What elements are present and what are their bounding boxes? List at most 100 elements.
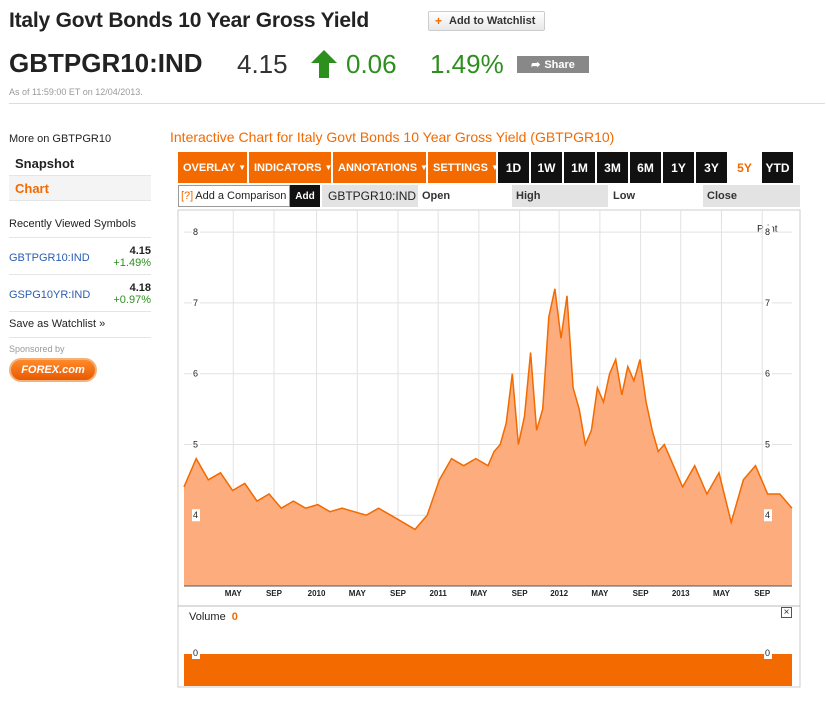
save-as-watchlist-link[interactable]: Save as Watchlist » [9,312,151,338]
settings-menu[interactable]: SETTINGS ▼ [428,152,499,183]
volume-tick-label: 0 [765,648,770,658]
volume-value: 0 [231,611,238,623]
add-to-watchlist-button[interactable]: + Add to Watchlist [428,11,546,31]
recent-symbol-name[interactable]: GBTPGR10:IND [9,252,90,264]
add-comparison-button[interactable]: Add [290,185,320,207]
x-tick-label: 2013 [672,589,690,598]
price-change: 0.06 [346,49,397,79]
x-tick-label: MAY [713,589,731,598]
ticker-symbol: GBTPGR10:IND [9,48,203,78]
y-tick-bg [192,438,200,451]
dropdown-icon: ▼ [324,163,333,172]
chart-title: Interactive Chart for Italy Govt Bonds 1… [170,129,615,145]
recent-symbol-change: +0.97% [113,294,151,306]
y-tick-label-left: 6 [193,369,198,379]
x-tick-label: MAY [349,589,367,598]
range-1d-button[interactable]: 1D [498,152,529,183]
chart-frame [177,209,801,688]
as-of-timestamp: As of 11:59:00 ET on 12/04/2013. [9,87,143,97]
range-3y-button[interactable]: 3Y [696,152,727,183]
more-on-heading: More on GBTPGR10 [9,133,112,145]
x-tick-label: SEP [390,589,407,598]
range-1w-button[interactable]: 1W [531,152,562,183]
dropdown-icon: ▼ [420,163,428,172]
range-1m-button[interactable]: 1M [564,152,595,183]
y-tick-bg [764,367,772,380]
overlay-menu[interactable]: OVERLAY ▼ [178,152,247,183]
settings-menu-label: SETTINGS [433,161,489,174]
last-price: 4.15 [237,49,288,79]
y-tick-bg [192,226,200,239]
annotations-menu[interactable]: ANNOTATIONS ▼ [333,152,428,183]
chart-grid [184,210,792,586]
symbol-label: GBTPGR10:IND [322,185,418,207]
chart-toolbar: OVERLAY ▼ INDICATORS ▼ ANNOTATIONS ▼ SETTIN… [178,152,793,183]
x-tick-label: 2010 [308,589,326,598]
range-1y-button[interactable]: 1Y [663,152,694,183]
print-link[interactable]: Print [757,224,778,235]
sponsored-by-label: Sponsored by [9,344,65,354]
high-field: High [512,185,608,207]
range-5y-button[interactable]: 5Y [729,152,760,183]
range-3m-button[interactable]: 3M [597,152,628,183]
x-tick-label: SEP [633,589,650,598]
y-tick-label-left: 7 [193,298,198,308]
volume-tick-bg [764,647,772,659]
comparison-placeholder: Add a Comparison [195,190,287,202]
y-tick-label-right: 5 [765,439,770,449]
y-tick-bg [764,509,772,522]
x-tick-label: 2012 [550,589,568,598]
page-title: Italy Govt Bonds 10 Year Gross Yield [9,9,370,32]
volume-bar [184,654,792,686]
y-tick-label-right: 4 [765,510,770,520]
y-tick-label-left: 4 [193,510,198,520]
up-arrow-icon [311,50,337,78]
volume-label: Volume 0 [189,611,238,623]
close-volume-icon[interactable]: × [781,607,792,618]
x-tick-label: MAY [225,589,243,598]
share-button[interactable]: ➦ Share [517,56,589,73]
y-tick-label-right: 6 [765,369,770,379]
y-tick-bg [192,296,200,309]
recent-symbol-name[interactable]: GSPG10YR:IND [9,289,91,301]
recently-viewed-heading: Recently Viewed Symbols [9,218,151,238]
volume-tick-label: 0 [193,648,198,658]
help-icon[interactable]: [?] [181,190,194,202]
x-tick-label: 2011 [429,589,447,598]
open-field: Open [422,190,451,202]
recent-symbol-row[interactable]: GSPG10YR:IND 4.18 +0.97% [9,275,151,312]
range-ytd-button[interactable]: YTD [762,152,793,183]
forex-logo[interactable]: FOREX.com [9,358,97,382]
recent-symbol-row[interactable]: GBTPGR10:IND 4.15 +1.49% [9,238,151,275]
price-change-percent: 1.49% [430,49,504,79]
recent-symbol-value: 4.18 [129,282,151,294]
add-to-watchlist-label: Add to Watchlist [449,15,536,27]
x-tick-label: MAY [470,589,488,598]
overlay-menu-label: OVERLAY [183,161,236,174]
sidebar-item-chart[interactable]: Chart [9,176,151,201]
sidebar: More on GBTPGR10 Snapshot Chart Recently… [9,133,151,382]
share-label: Share [544,58,575,71]
y-tick-bg [764,296,772,309]
close-field: Close [703,185,800,207]
volume-label-text: Volume [189,611,226,623]
x-tick-label: SEP [512,589,529,598]
low-field: Low [613,190,635,202]
y-tick-bg [192,367,200,380]
sidebar-item-snapshot[interactable]: Snapshot [9,151,151,176]
dropdown-icon: ▼ [238,163,247,172]
plus-icon: + [435,14,443,28]
y-tick-labels: 4 45 56 67 78 8 [192,226,772,522]
comparison-input[interactable]: [?] Add a Comparison [178,185,290,207]
x-tick-label: SEP [754,589,771,598]
x-tick-label: MAY [591,589,609,598]
header-divider [9,103,825,104]
annotations-menu-label: ANNOTATIONS [338,161,418,174]
y-tick-bg [764,438,772,451]
indicators-menu[interactable]: INDICATORS ▼ [249,152,333,183]
yield-area [184,288,792,586]
range-6m-button[interactable]: 6M [630,152,661,183]
y-tick-bg [192,509,200,522]
share-icon: ➦ [531,59,541,71]
